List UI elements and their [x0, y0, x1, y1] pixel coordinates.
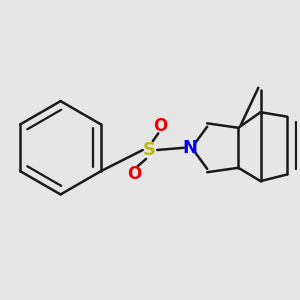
Text: O: O: [127, 165, 141, 183]
Text: N: N: [182, 139, 197, 157]
Text: S: S: [143, 141, 156, 159]
Text: O: O: [153, 117, 168, 135]
